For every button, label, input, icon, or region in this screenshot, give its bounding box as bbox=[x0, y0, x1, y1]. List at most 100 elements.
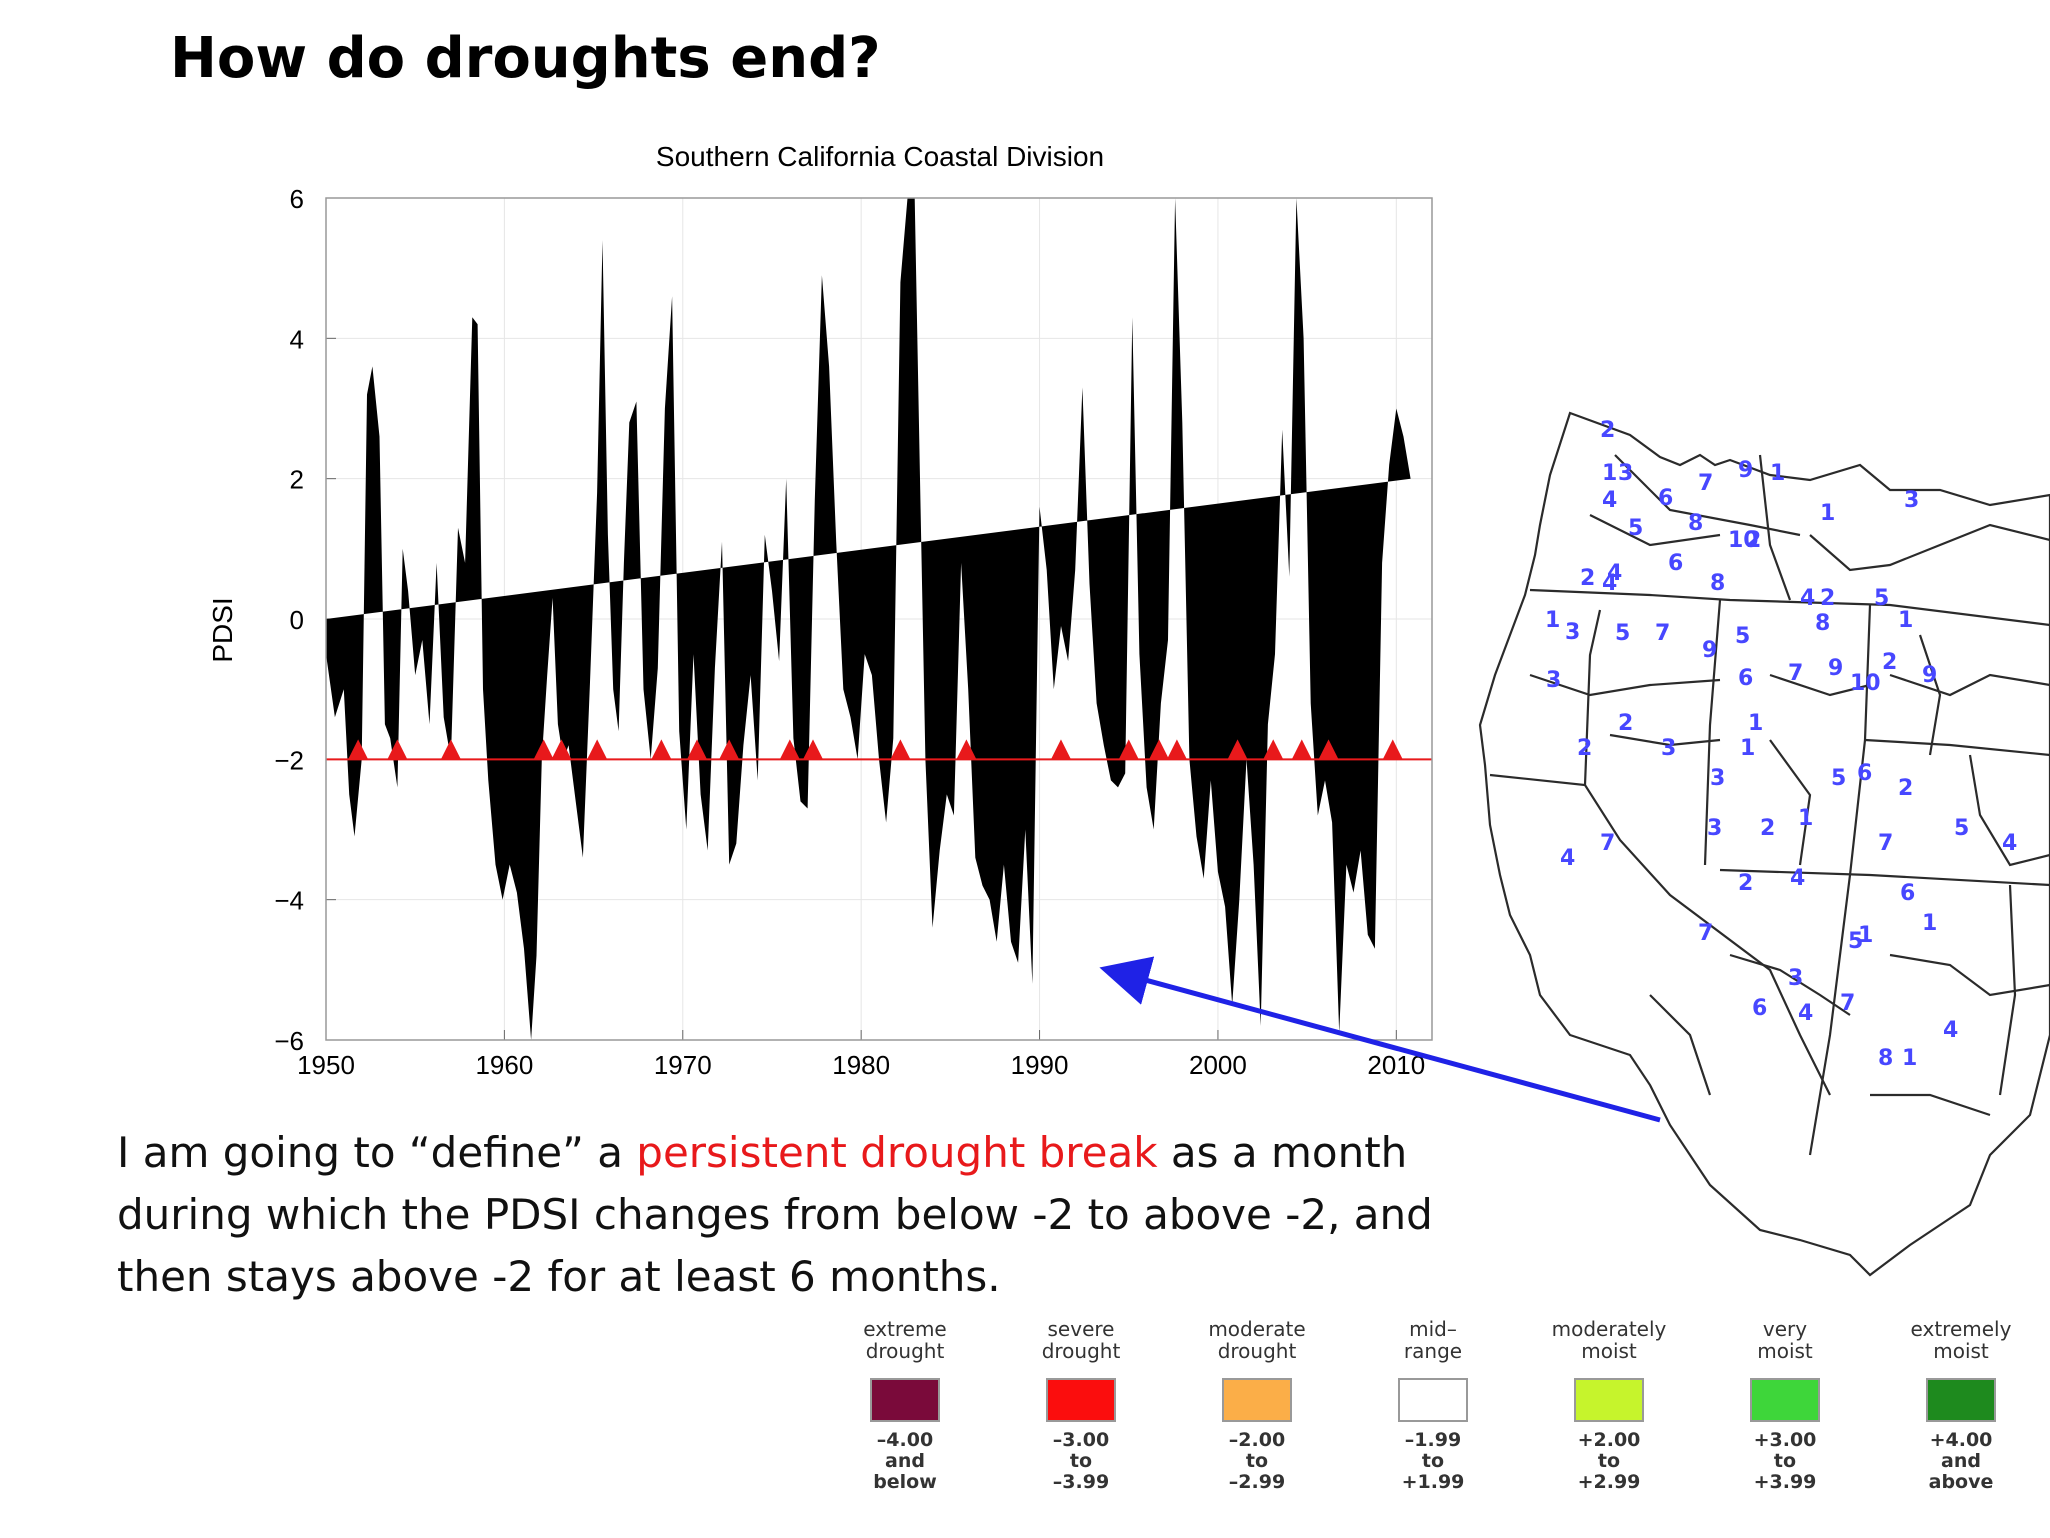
drought-break-marker bbox=[1166, 739, 1187, 760]
map-division-label: 3 bbox=[1788, 966, 1803, 991]
legend-item: extremely moist +4.00 and above bbox=[1886, 1318, 2036, 1493]
drought-break-marker bbox=[687, 739, 708, 760]
map-division-label: 1 bbox=[1898, 608, 1913, 633]
y-tick-label: 2 bbox=[290, 465, 304, 495]
plot-frame bbox=[325, 197, 1433, 1041]
slide-title: How do droughts end? bbox=[170, 26, 881, 91]
map-division-label: 5 bbox=[1874, 586, 1889, 611]
drought-break-marker bbox=[348, 739, 369, 760]
x-tick-label: 1990 bbox=[1011, 1050, 1069, 1080]
map-division-label: 10 bbox=[1850, 671, 1881, 696]
drought-break-markers bbox=[348, 739, 1403, 760]
drought-break-marker bbox=[1291, 739, 1312, 760]
map-division-label: 7 bbox=[1655, 621, 1670, 646]
legend-item-label: mid– range bbox=[1403, 1317, 1463, 1363]
map-division-label: 1 bbox=[1545, 608, 1560, 633]
legend-swatch bbox=[1398, 1378, 1468, 1422]
drought-break-marker bbox=[1318, 739, 1339, 760]
map-division-label: 3 bbox=[1904, 488, 1919, 513]
drought-break-marker bbox=[719, 739, 740, 760]
legend-swatch bbox=[1574, 1378, 1644, 1422]
drought-break-marker bbox=[1263, 739, 1284, 760]
legend-item-range: –2.00 to –2.99 bbox=[1228, 1429, 1286, 1493]
map-division-label: 1 bbox=[1770, 461, 1785, 486]
legend-swatch bbox=[870, 1378, 940, 1422]
map-division-label: 7 bbox=[1840, 991, 1855, 1016]
map-division-label: 7 bbox=[1788, 661, 1803, 686]
legend-item: mid– range –1.99 to +1.99 bbox=[1358, 1318, 1508, 1493]
legend-item-label: extreme drought bbox=[863, 1317, 947, 1363]
map-division-label: 1 bbox=[1748, 711, 1763, 736]
persistent-drought-break-highlight: persistent drought break bbox=[636, 1128, 1158, 1177]
map-division-label: 10 bbox=[1728, 528, 1759, 553]
legend-item-range: –3.00 to –3.99 bbox=[1052, 1429, 1110, 1493]
map-division-label: 4 bbox=[2002, 831, 2017, 856]
map-division-label: 4 bbox=[1607, 561, 1622, 586]
y-tick-label: 6 bbox=[290, 184, 304, 214]
x-tick-label: 1950 bbox=[297, 1050, 355, 1080]
pdsi-area-series bbox=[326, 198, 1411, 1040]
map-division-label: 3 bbox=[1661, 736, 1676, 761]
x-axis-ticks: 1950 1960 1970 1980 1990 2000 2010 bbox=[297, 1030, 1425, 1080]
map-division-label: 2 bbox=[1898, 776, 1913, 801]
map-division-label: 2 bbox=[1618, 711, 1633, 736]
drought-break-marker bbox=[1050, 739, 1071, 760]
map-division-label: 7 bbox=[1698, 471, 1713, 496]
map-outline bbox=[1478, 411, 2050, 1277]
definition-text-start: I am going to “define” a bbox=[117, 1128, 637, 1177]
map-division-label: 3 bbox=[1710, 766, 1725, 791]
legend-swatch bbox=[1750, 1378, 1820, 1422]
drought-break-marker bbox=[387, 739, 408, 760]
x-tick-label: 1980 bbox=[832, 1050, 890, 1080]
definition-text: I am going to “define” a persistent drou… bbox=[117, 1122, 1457, 1308]
drought-break-marker bbox=[1227, 739, 1248, 760]
map-division-label: 4 bbox=[1943, 1018, 1958, 1043]
y-tick-label: −2 bbox=[274, 745, 304, 775]
legend-swatch bbox=[1926, 1378, 1996, 1422]
legend-item-label: very moist bbox=[1757, 1317, 1813, 1363]
legend-item: severe drought –3.00 to –3.99 bbox=[1006, 1318, 1156, 1493]
drought-break-marker bbox=[956, 739, 977, 760]
drought-break-marker bbox=[802, 739, 823, 760]
map-division-label: 4 bbox=[1800, 586, 1815, 611]
map-division-label: 4 bbox=[1798, 1001, 1813, 1026]
x-tick-label: 2000 bbox=[1189, 1050, 1247, 1080]
map-division-label: 1 bbox=[1922, 911, 1937, 936]
map-division-label: 9 bbox=[1828, 656, 1843, 681]
map-division-label: 4 bbox=[1602, 571, 1617, 596]
legend-item: moderately moist +2.00 to +2.99 bbox=[1534, 1318, 1684, 1493]
legend-swatch bbox=[1046, 1378, 1116, 1422]
drought-break-marker bbox=[1118, 739, 1139, 760]
map-division-label: 6 bbox=[1658, 486, 1673, 511]
definition-text-end: as a month during which the PDSI changes… bbox=[117, 1128, 1433, 1301]
map-division-label: 1 bbox=[1798, 806, 1813, 831]
y-tick-label: −4 bbox=[274, 886, 304, 916]
drought-break-marker bbox=[587, 739, 608, 760]
drought-break-marker bbox=[533, 739, 554, 760]
map-division-label: 1 bbox=[1858, 923, 1873, 948]
map-division-label: 1 bbox=[1820, 501, 1835, 526]
x-tick-label: 1970 bbox=[654, 1050, 712, 1080]
map-division-label: 5 bbox=[1848, 929, 1863, 954]
drought-break-marker bbox=[1382, 739, 1403, 760]
y-tick-label: 4 bbox=[290, 324, 304, 354]
map-division-label: 4 bbox=[1790, 866, 1805, 891]
map-division-label: 3 bbox=[1565, 620, 1580, 645]
map-division-label: 8 bbox=[1878, 1046, 1893, 1071]
map-division-label: 2 bbox=[1760, 816, 1775, 841]
map-division-label: 1 bbox=[1902, 1046, 1917, 1071]
y-tick-label: 0 bbox=[290, 605, 304, 635]
drought-break-marker bbox=[551, 739, 572, 760]
legend-item-label: moderately moist bbox=[1551, 1317, 1667, 1363]
legend-swatch bbox=[1222, 1378, 1292, 1422]
map-division-label: 8 bbox=[1688, 511, 1703, 536]
map-division-label: 8 bbox=[1710, 571, 1725, 596]
map-division-label: 6 bbox=[1668, 551, 1683, 576]
map-division-label: 6 bbox=[1900, 881, 1915, 906]
drought-break-marker bbox=[890, 739, 911, 760]
map-division-label: 5 bbox=[1615, 621, 1630, 646]
drought-break-marker bbox=[1149, 739, 1170, 760]
map-division-label: 2 bbox=[1820, 586, 1835, 611]
chart-title: Southern California Coastal Division bbox=[656, 141, 1104, 172]
